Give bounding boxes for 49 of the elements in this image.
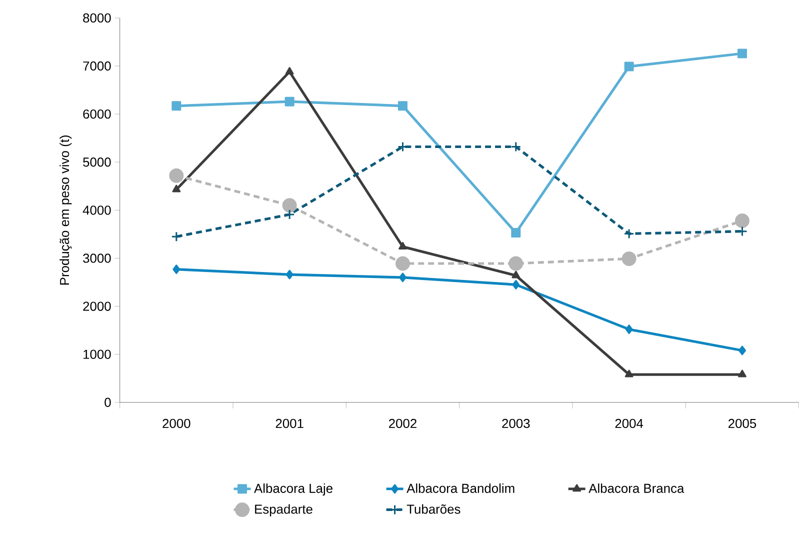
point [508, 256, 524, 271]
point [510, 141, 522, 152]
point [738, 346, 746, 356]
point [284, 209, 295, 220]
y-tick-label: 1000 [84, 350, 111, 359]
legend-label: Albacora Laje [254, 483, 332, 496]
x-tick-label: 2002 [389, 418, 416, 428]
y-tick-label: 0 [104, 398, 111, 407]
x-tick-label: 2001 [276, 418, 304, 428]
point [737, 48, 747, 58]
point [171, 231, 182, 242]
point [511, 228, 521, 238]
y-tick-label: 4000 [82, 206, 111, 215]
legend-label: Albacora Branca [588, 483, 684, 493]
legend-label: Espadarte [255, 504, 312, 516]
point [395, 256, 410, 271]
point [169, 168, 184, 183]
point [282, 198, 297, 213]
point [734, 213, 750, 228]
point [286, 270, 294, 280]
legend-label: Albacora Bandolim [406, 483, 514, 493]
y-tick-label: 3000 [83, 254, 111, 263]
point [624, 370, 634, 378]
point [624, 62, 634, 72]
x-tick-label: 2003 [502, 418, 530, 428]
point [625, 324, 633, 334]
x-tick-label: 2005 [728, 418, 756, 428]
y-tick-label: 6000 [83, 109, 111, 119]
y-axis-title: Produção em peso vivo (t) [60, 135, 72, 285]
y-tick-label: 7000 [83, 61, 111, 71]
legend-label: Tubarões [406, 504, 460, 514]
point [172, 101, 182, 111]
point [738, 370, 746, 378]
point [172, 184, 181, 192]
point [398, 272, 406, 282]
y-tick-label: 2000 [83, 302, 111, 311]
point [172, 264, 180, 274]
y-tick-label: 5000 [83, 157, 111, 167]
point [398, 101, 408, 111]
point [512, 280, 520, 290]
x-tick-label: 2000 [162, 418, 190, 428]
point [624, 228, 634, 239]
point [512, 270, 520, 278]
point [284, 96, 294, 106]
x-tick-label: 2004 [615, 418, 644, 428]
point [398, 242, 407, 250]
point [622, 251, 636, 266]
y-tick-label: 8000 [83, 13, 111, 22]
point [285, 66, 294, 74]
